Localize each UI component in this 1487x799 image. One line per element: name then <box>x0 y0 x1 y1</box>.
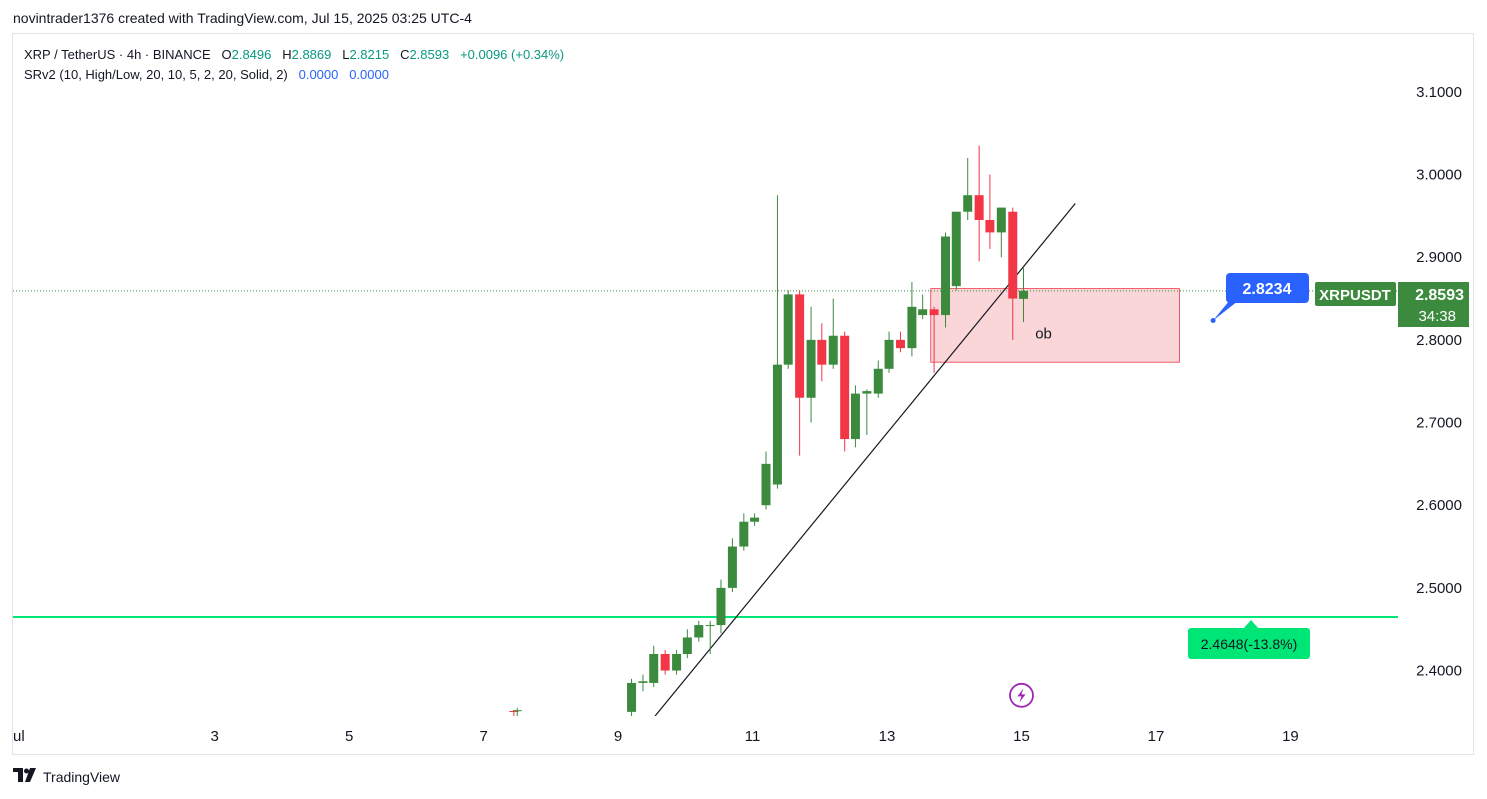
trendline <box>654 203 1076 716</box>
candle-body <box>694 625 704 638</box>
y-axis-tick-label: 2.7000 <box>1416 415 1462 432</box>
candle-body <box>772 364 782 485</box>
legend-indicator[interactable]: SRv2 (10, High/Low, 20, 10, 5, 2, 20, So… <box>24 67 288 82</box>
x-axis-tick-label: 13 <box>879 728 896 745</box>
y-axis-tick-label: 2.8000 <box>1416 332 1462 349</box>
x-axis-tick-label: 15 <box>1013 728 1030 745</box>
legend-high-label: H <box>282 47 292 62</box>
x-axis-tick-label: ul <box>13 728 25 745</box>
candle-body <box>1019 290 1029 299</box>
plot-area[interactable] <box>13 145 1398 716</box>
bar-countdown: 34:38 <box>1418 308 1456 325</box>
y-axis-tick-label: 3.1000 <box>1416 84 1462 101</box>
x-axis-tick-label: 3 <box>211 728 219 745</box>
x-axis-tick-label: 7 <box>479 728 487 745</box>
symbol-price-tag[interactable] <box>1315 282 1396 306</box>
candle-body <box>716 587 726 626</box>
footer-branding[interactable]: TradingView <box>13 768 120 786</box>
candle-body <box>649 654 659 683</box>
y-axis-tick-label: 3.0000 <box>1416 167 1462 184</box>
legend-low-label: L <box>342 47 350 62</box>
candle-body <box>638 681 648 683</box>
candle-body <box>512 710 522 712</box>
candle-body <box>963 195 973 212</box>
chart-frame <box>12 33 1474 755</box>
order-block-zone <box>930 288 1180 363</box>
candle-body <box>750 517 760 522</box>
candle-body <box>907 306 917 349</box>
candle-body <box>996 207 1006 233</box>
x-axis-tick-label: 5 <box>345 728 353 745</box>
candle-body <box>895 339 905 349</box>
callout-value: 2.8234 <box>1243 281 1292 298</box>
y-axis-tick-label: 2.6000 <box>1416 497 1462 514</box>
candle-body <box>672 654 682 671</box>
candle-body <box>705 625 715 627</box>
candle-body <box>761 463 771 506</box>
candle-body <box>974 195 984 220</box>
candle-body <box>918 309 928 316</box>
candle-body <box>627 682 637 712</box>
legend-indicator-value-2: 0.0000 <box>349 67 389 82</box>
x-axis-tick-label: 19 <box>1282 728 1299 745</box>
candle-body <box>509 711 519 713</box>
y-axis-tick-label: 2.5000 <box>1416 580 1462 597</box>
support-label-pointer <box>1243 620 1259 629</box>
support-label-text: 2.4648(-13.8%) <box>1201 636 1298 652</box>
legend-symbol[interactable]: XRP / TetherUS · 4h · BINANCE <box>24 47 211 62</box>
last-price-value: 2.8593 <box>1415 287 1464 304</box>
y-axis-tick-label: 2.4000 <box>1416 663 1462 680</box>
candle-body <box>660 654 670 671</box>
support-label-box[interactable] <box>1188 628 1310 659</box>
candle-body <box>941 236 951 316</box>
x-axis-tick-label: 17 <box>1148 728 1165 745</box>
candle-body <box>806 339 816 398</box>
candle-body <box>862 391 872 394</box>
candle-body <box>817 339 827 365</box>
candle-body <box>739 521 749 547</box>
candle-body <box>840 335 850 440</box>
candle-body <box>682 637 692 654</box>
x-axis-tick-label: 9 <box>614 728 622 745</box>
candle-body <box>929 309 939 316</box>
candle-body <box>783 294 793 365</box>
candle-body <box>951 211 961 287</box>
candle-body <box>873 368 883 394</box>
order-block-label: ob <box>1035 325 1052 342</box>
tradingview-logo-icon <box>13 768 37 786</box>
legend-open-value: 2.8496 <box>231 47 272 62</box>
candle-body <box>850 393 860 440</box>
legend-high-value: 2.8869 <box>291 47 332 62</box>
callout-box[interactable] <box>1226 273 1309 303</box>
chart-caption: novintrader1376 created with TradingView… <box>13 10 472 26</box>
last-price-tag[interactable] <box>1398 282 1469 327</box>
footer-brand-name: TradingView <box>43 769 121 785</box>
candle-body <box>985 220 995 233</box>
candle-body <box>795 294 805 398</box>
chart-legend: XRP / TetherUS · 4h · BINANCE O2.8496 H2… <box>24 45 564 85</box>
callout-pointer <box>1213 298 1242 321</box>
legend-low-value: 2.8215 <box>349 47 390 62</box>
y-axis-tick-label: 2.9000 <box>1416 249 1462 266</box>
candle-body <box>884 339 894 369</box>
x-axis-tick-label: 11 <box>745 728 761 745</box>
symbol-price-tag-text: XRPUSDT <box>1319 287 1391 304</box>
legend-indicator-value-1: 0.0000 <box>298 67 339 82</box>
candle-body <box>828 335 838 365</box>
lightning-glyph <box>1017 688 1026 703</box>
legend-open-label: O <box>221 47 232 62</box>
legend-close-label: C <box>400 47 410 62</box>
candle-body <box>727 546 737 588</box>
legend-close-value: 2.8593 <box>409 47 450 62</box>
candle-body <box>1008 211 1018 299</box>
legend-change: +0.0096 (+0.34%) <box>460 47 565 62</box>
